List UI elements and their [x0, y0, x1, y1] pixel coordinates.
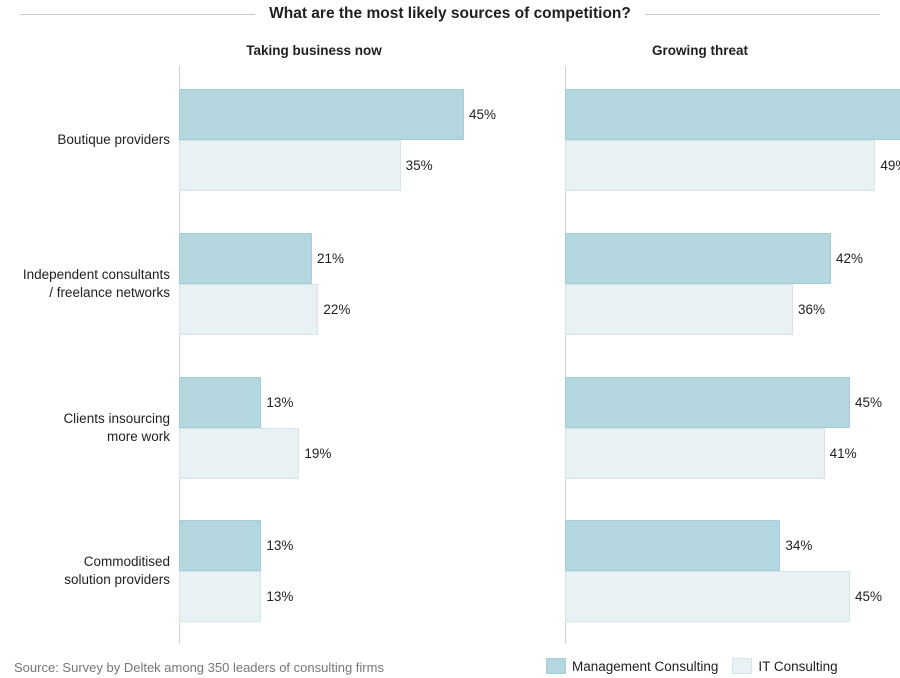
- data-label: 13%: [266, 395, 294, 410]
- data-label: 13%: [266, 538, 294, 553]
- bar: [179, 140, 401, 191]
- data-label: 19%: [304, 446, 332, 461]
- data-label: 42%: [836, 251, 864, 266]
- data-label: 45%: [855, 395, 883, 410]
- category-label-line: Boutique providers: [57, 132, 170, 147]
- data-label: 45%: [855, 589, 883, 604]
- category-label-line: more work: [106, 429, 170, 444]
- chart-title-row: What are the most likely sources of comp…: [20, 2, 880, 26]
- title-rule-right: [644, 13, 880, 15]
- bar: [565, 520, 781, 571]
- axis-line: [565, 66, 566, 644]
- category-label-line: Clients insourcing: [63, 411, 170, 426]
- category-label-line: Independent consultants: [22, 267, 170, 282]
- bar: [565, 428, 825, 479]
- data-label: 35%: [405, 158, 433, 173]
- category-label: Clients insourcing more work: [0, 410, 170, 446]
- bar: [565, 89, 900, 140]
- data-label: 34%: [785, 538, 813, 553]
- legend: Management Consulting IT Consulting: [546, 658, 852, 674]
- legend-label-it: IT Consulting: [758, 658, 838, 674]
- panel-title: Taking business now: [246, 43, 382, 58]
- data-label: 13%: [266, 589, 294, 604]
- bar: [179, 428, 300, 479]
- legend-swatch-management: [546, 658, 566, 674]
- chart-title: What are the most likely sources of comp…: [269, 5, 631, 22]
- data-label: 22%: [323, 302, 351, 317]
- bar: [179, 571, 262, 622]
- title-rule-left: [20, 13, 256, 15]
- bar: [565, 233, 831, 284]
- data-label: 41%: [829, 446, 857, 461]
- data-label: 36%: [798, 302, 826, 317]
- data-label: 49%: [880, 158, 900, 173]
- bar: [565, 284, 793, 335]
- bar: [179, 233, 312, 284]
- legend-item-management: Management Consulting: [546, 658, 718, 674]
- panel-title: Growing threat: [651, 43, 748, 58]
- legend-item-it: IT Consulting: [732, 658, 838, 674]
- data-label: 45%: [469, 107, 497, 122]
- bar: [179, 377, 262, 428]
- bar: [565, 571, 850, 622]
- data-label: 21%: [317, 251, 345, 266]
- category-label: Commoditised solution providers: [0, 553, 170, 589]
- category-label-line: solution providers: [64, 572, 170, 587]
- category-label-line: Commoditised: [83, 554, 170, 569]
- bar: [179, 284, 319, 335]
- bar: [565, 377, 850, 428]
- legend-swatch-it: [732, 658, 753, 674]
- bar: [179, 520, 262, 571]
- category-label: Independent consultants / freelance netwo…: [0, 266, 170, 302]
- bar: [565, 140, 876, 191]
- bar: [179, 89, 464, 140]
- legend-label-management: Management Consulting: [572, 658, 719, 674]
- axis-line: [179, 66, 180, 644]
- source-note: Source: Survey by Deltek among 350 leade…: [14, 660, 384, 675]
- category-label: Boutique providers: [0, 131, 170, 149]
- category-label-line: / freelance networks: [49, 285, 170, 300]
